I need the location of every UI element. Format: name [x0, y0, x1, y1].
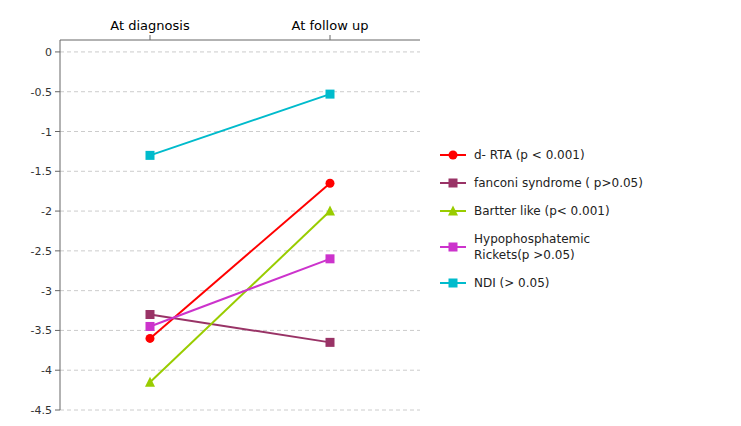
y-tick-label: -3.5: [31, 324, 52, 337]
series-line: [150, 183, 330, 338]
grid-line: [60, 290, 420, 291]
legend-label-line: Bartter like (p< 0.001): [474, 204, 610, 218]
series-line: [150, 94, 330, 155]
x-tick: [150, 35, 151, 40]
x-axis: At diagnosis At follow up: [110, 18, 368, 40]
y-tick: [55, 91, 60, 92]
series: [145, 206, 335, 387]
legend-marker: [448, 206, 458, 216]
legend-entry: Bartter like (p< 0.001): [440, 204, 610, 218]
data-point: [145, 377, 155, 387]
grid-line: [60, 211, 420, 212]
legend-entry: fanconi syndrome ( p>0.05): [440, 176, 643, 190]
grid-line: [60, 370, 420, 371]
y-tick: [55, 290, 60, 291]
y-tick: [55, 410, 60, 411]
y-tick-label: -3: [41, 285, 52, 298]
series: [146, 90, 335, 160]
series-line: [150, 211, 330, 382]
legend-label: fanconi syndrome ( p>0.05): [474, 176, 643, 190]
y-tick: [55, 171, 60, 172]
series: [146, 179, 335, 343]
legend: d- RTA (p < 0.001) fanconi syndrome ( p>0…: [440, 148, 643, 290]
data-point: [326, 179, 335, 188]
x-tick: [330, 35, 331, 40]
top-axis-line: [60, 40, 420, 41]
grid-line: [60, 330, 420, 331]
data-point: [326, 90, 335, 99]
y-tick: [55, 330, 60, 331]
legend-label-line: NDI (> 0.05): [474, 276, 550, 290]
grid-line: [60, 51, 420, 52]
data-point: [326, 338, 335, 347]
x-tick-label: At follow up: [292, 18, 369, 33]
legend-marker: [449, 279, 458, 288]
y-axis-line: [60, 40, 61, 410]
series-line: [150, 259, 330, 327]
grid-line: [60, 250, 420, 251]
y-tick-label: -0.5: [31, 86, 52, 99]
legend-entry: NDI (> 0.05): [440, 276, 550, 290]
legend-marker: [449, 179, 458, 188]
legend-label-line: d- RTA (p < 0.001): [474, 148, 585, 162]
y-tick-label: -2.5: [31, 245, 52, 258]
series: [146, 254, 335, 331]
data-point: [326, 254, 335, 263]
grid-line: [60, 91, 420, 92]
legend-entry: d- RTA (p < 0.001): [440, 148, 585, 162]
y-tick: [55, 211, 60, 212]
y-tick-label: -4: [41, 364, 52, 377]
y-tick: [55, 131, 60, 132]
legend-marker: [449, 243, 458, 252]
series: [146, 310, 335, 347]
legend-label: Hypophosphatemic Rickets(p >0.05): [474, 232, 590, 262]
data-point: [325, 206, 335, 216]
data-point: [146, 151, 155, 160]
y-tick-label: 0: [45, 46, 52, 59]
chart: 0 -0.5 -1 -1.5 -2 -2.5 -3 -3.5 -4 -4.5 At diagnosi…: [0, 0, 741, 426]
y-tick-label: -1.5: [31, 165, 52, 178]
legend-label: d- RTA (p < 0.001): [474, 148, 585, 162]
legend-label-line: Hypophosphatemic: [474, 232, 590, 246]
legend-marker: [449, 151, 458, 160]
y-tick-label: -4.5: [31, 404, 52, 417]
series-line: [150, 315, 330, 343]
y-tick: [55, 250, 60, 251]
y-tick-label: -2: [41, 205, 52, 218]
y-axis: 0 -0.5 -1 -1.5 -2 -2.5 -3 -3.5 -4 -4.5: [31, 40, 420, 417]
legend-label: Bartter like (p< 0.001): [474, 204, 610, 218]
data-point: [146, 322, 155, 331]
legend-label: NDI (> 0.05): [474, 276, 550, 290]
y-tick-label: -1: [41, 126, 52, 139]
plot-area: [145, 90, 335, 387]
legend-label-line: fanconi syndrome ( p>0.05): [474, 176, 643, 190]
data-point: [146, 334, 155, 343]
grid-line: [60, 131, 420, 132]
data-point: [146, 310, 155, 319]
legend-entry: Hypophosphatemic Rickets(p >0.05): [440, 232, 590, 262]
legend-label-line: Rickets(p >0.05): [474, 248, 575, 262]
y-tick: [55, 51, 60, 52]
grid-line: [60, 171, 420, 172]
y-tick: [55, 370, 60, 371]
x-tick-label: At diagnosis: [110, 18, 190, 33]
grid-line: [60, 410, 420, 411]
